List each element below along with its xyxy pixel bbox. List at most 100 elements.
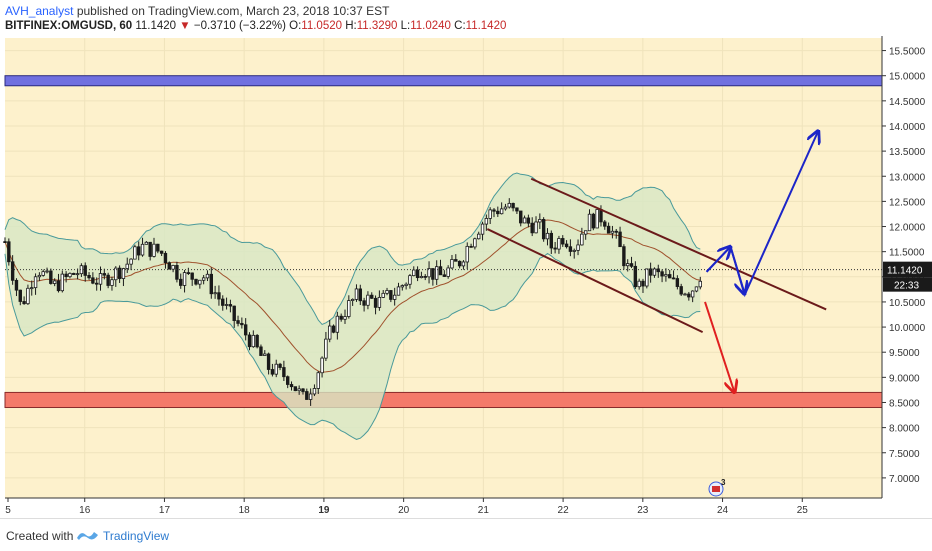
candle-body <box>316 372 320 389</box>
candle-body <box>366 294 370 306</box>
last-price-badge-text: 11.1420 <box>887 266 923 277</box>
x-tick-label: 5 <box>5 505 11 516</box>
symbol-line: BITFINEX:OMGUSD, 60 11.1420 ▼ −0.3710 (−… <box>5 20 506 32</box>
candle-body <box>698 280 702 288</box>
candle-body <box>396 286 401 296</box>
candle-body <box>656 268 660 273</box>
countdown-badge <box>883 277 932 292</box>
candle-body <box>3 241 7 244</box>
candle-body <box>37 274 42 278</box>
candle-body <box>293 386 298 392</box>
candle-body <box>335 315 340 333</box>
symbol-name[interactable]: BITFINEX:OMGUSD, 60 <box>5 20 133 32</box>
resistance-zone <box>4 75 883 87</box>
close-value: 11.1420 <box>465 20 507 32</box>
candle-body <box>14 279 19 291</box>
candle-body <box>52 280 57 284</box>
candle-body <box>56 280 61 292</box>
candle-body <box>362 300 366 306</box>
candle-body <box>301 388 305 392</box>
high-label: H: <box>345 20 357 32</box>
candle-body <box>477 233 481 240</box>
candle-body <box>373 297 378 308</box>
candle-body <box>305 391 309 400</box>
candle-body <box>683 293 687 296</box>
candle-body <box>385 290 389 294</box>
y-tick-label: 9.0000 <box>889 373 920 384</box>
candle-body <box>553 247 557 250</box>
candle-body <box>274 363 278 375</box>
chart-area[interactable]: 15.5000 15.0000 14.5000 14.0000 13.5000 13.00… <box>0 36 932 518</box>
candle-body <box>454 259 458 262</box>
candle-body <box>473 238 477 248</box>
tradingview-brand[interactable]: TradingView <box>103 529 170 543</box>
candle-body <box>343 316 347 320</box>
candle-body <box>480 223 485 235</box>
candle-body <box>30 287 34 290</box>
bearish-projection-arrow <box>704 301 734 392</box>
candle-body <box>232 305 236 321</box>
low-label: L: <box>400 20 411 32</box>
candle-body <box>137 246 141 256</box>
candle-body <box>221 298 225 306</box>
candle-body <box>190 272 194 280</box>
candle-body <box>370 294 374 299</box>
candle-body <box>148 241 152 257</box>
candle-body <box>622 246 626 267</box>
candle-body <box>331 325 336 333</box>
y-tick-label: 12.5000 <box>889 197 926 208</box>
y-tick-label: 10.5000 <box>889 298 926 309</box>
candle-body <box>530 222 534 234</box>
candle-body <box>580 233 584 246</box>
candle-body <box>419 275 424 279</box>
candle-body <box>198 279 202 285</box>
candle-body <box>320 357 324 374</box>
y-tick-label: 15.0000 <box>889 72 926 83</box>
candle-body <box>228 304 233 307</box>
candle-body <box>431 268 435 280</box>
channel-lower-line <box>486 228 704 334</box>
candle-body <box>526 217 531 224</box>
candle-body <box>427 268 431 278</box>
candle-body <box>102 273 107 276</box>
candle-body <box>675 278 680 287</box>
candle-body <box>599 209 603 223</box>
candle-body <box>308 393 313 400</box>
price-chart[interactable]: 15.5000 15.0000 14.5000 14.0000 13.5000 13.00… <box>0 36 932 518</box>
y-tick-label: 8.5000 <box>889 398 920 409</box>
candle-body <box>687 293 691 298</box>
author-link[interactable]: AVH_analyst <box>5 4 74 18</box>
candle-body <box>412 269 416 277</box>
candle-body <box>633 265 638 288</box>
candle-body <box>465 245 469 263</box>
candle-body <box>114 267 118 281</box>
candle-body <box>522 217 527 224</box>
candle-body <box>496 210 500 215</box>
candle-body <box>182 272 187 286</box>
candle-body <box>358 288 362 302</box>
candle-body <box>469 245 473 248</box>
candle-body <box>83 265 87 276</box>
candle-body <box>75 273 80 276</box>
candle-body <box>499 208 504 215</box>
candle-body <box>400 285 405 288</box>
x-tick-label: 25 <box>797 505 809 516</box>
y-tick-label: 11.5000 <box>889 248 925 259</box>
candle-body <box>392 294 397 300</box>
candle-body <box>213 292 217 295</box>
event-flag-stripe <box>712 486 720 492</box>
candle-body <box>534 221 538 234</box>
last-price-badge <box>883 261 932 278</box>
candle-body <box>503 206 508 210</box>
candle-body <box>201 277 206 281</box>
candle-body <box>152 243 156 257</box>
candle-body <box>121 268 126 279</box>
candle-body <box>572 249 576 252</box>
high-value: 11.3290 <box>356 20 398 32</box>
x-tick-label: 16 <box>79 505 91 516</box>
candle-body <box>446 267 450 277</box>
candle-body <box>45 270 49 273</box>
candle-body <box>583 230 588 235</box>
tradingview-logo-icon <box>77 532 98 540</box>
chart-header: AVH_analyst published on TradingView.com… <box>0 0 932 36</box>
